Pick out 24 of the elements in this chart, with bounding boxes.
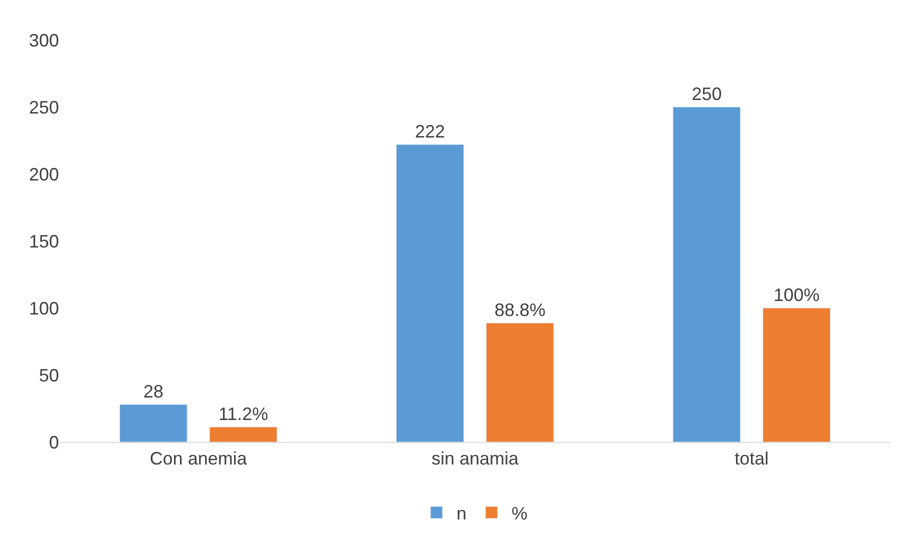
bar (762, 308, 831, 442)
data-label: 100% (774, 285, 820, 305)
bar (119, 404, 188, 442)
bar (396, 144, 464, 442)
bar (209, 426, 278, 442)
bar (486, 322, 554, 442)
y-tick-label: 50 (38, 365, 59, 386)
data-label: 88.8% (494, 300, 546, 320)
y-tick-label: 150 (28, 231, 59, 252)
data-label: 250 (692, 84, 722, 104)
data-label: 11.2% (218, 404, 268, 424)
y-tick-label: 300 (28, 30, 59, 50)
y-tick-label: 250 (28, 97, 59, 118)
y-tick-label: 100 (28, 298, 59, 318)
legend-label: % (512, 503, 528, 524)
bar (672, 106, 741, 442)
y-tick-label: 0 (48, 432, 59, 452)
x-tick-label: total (734, 448, 769, 469)
y-tick-label: 200 (28, 164, 59, 184)
legend-label: n (456, 503, 467, 524)
x-tick-label: sin anamia (431, 448, 520, 469)
x-tick-label: Con anemia (150, 448, 248, 469)
data-label: 222 (415, 122, 446, 142)
data-label: 28 (143, 381, 164, 402)
